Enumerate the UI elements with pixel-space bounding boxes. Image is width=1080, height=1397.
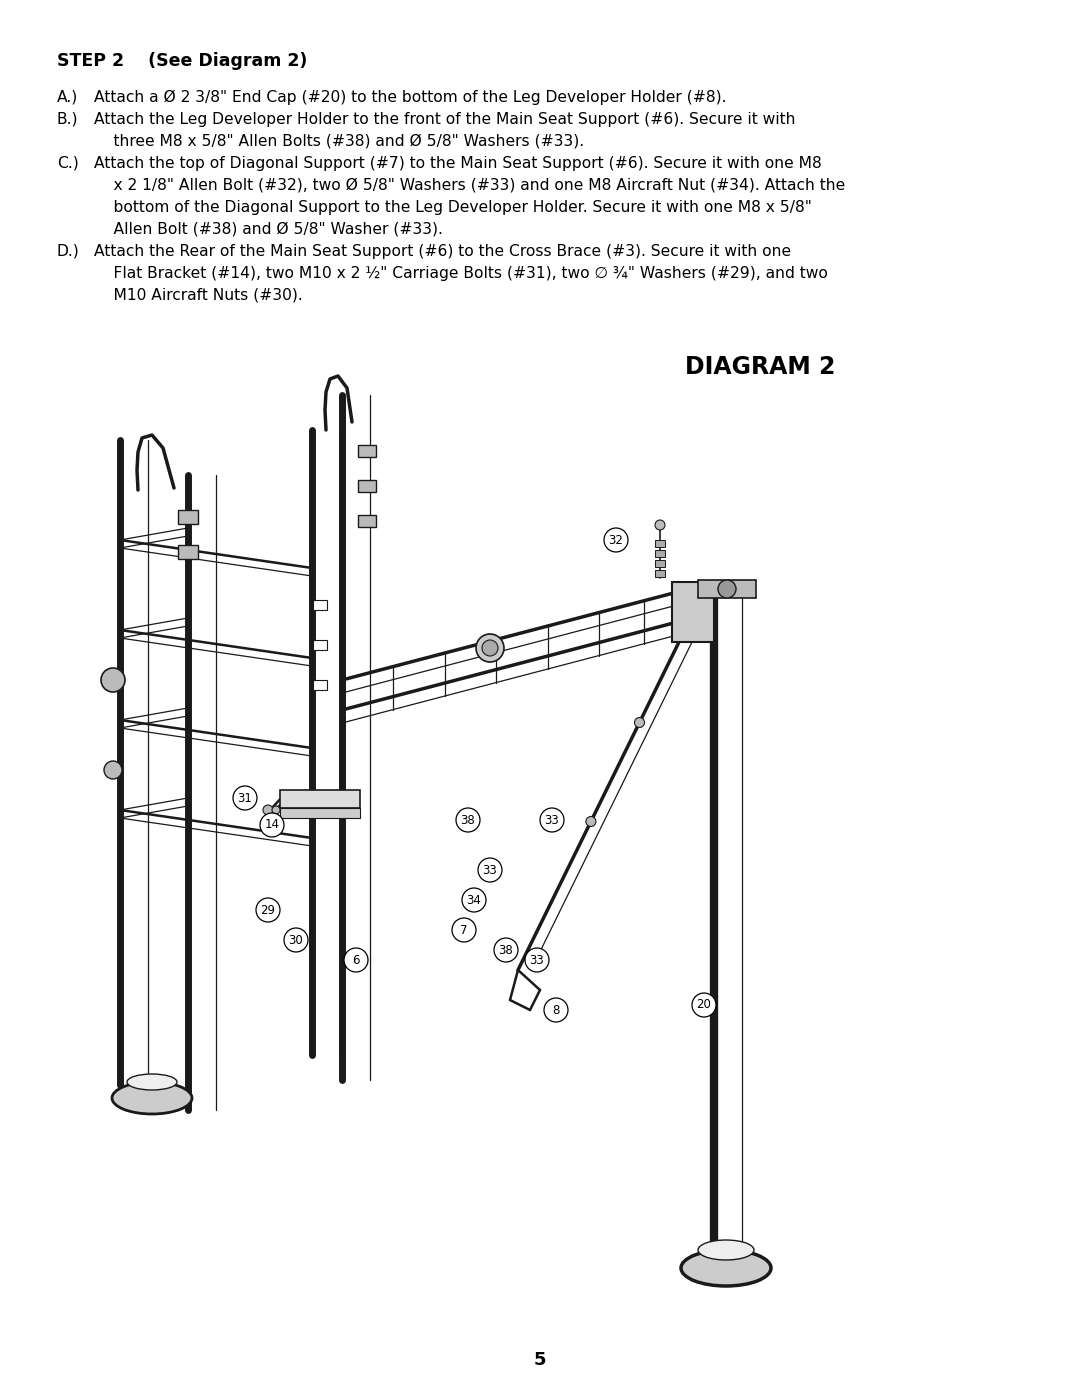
Bar <box>654 570 665 577</box>
Ellipse shape <box>127 1074 177 1090</box>
Circle shape <box>494 937 518 963</box>
Ellipse shape <box>698 1241 754 1260</box>
Text: 8: 8 <box>552 1003 559 1017</box>
Text: 33: 33 <box>483 863 498 876</box>
Text: Attach the top of Diagonal Support (#7) to the Main Seat Support (#6). Secure it: Attach the top of Diagonal Support (#7) … <box>94 156 822 170</box>
Bar <box>178 510 198 524</box>
Text: 14: 14 <box>265 819 280 831</box>
Text: M10 Aircraft Nuts (#30).: M10 Aircraft Nuts (#30). <box>94 288 302 303</box>
Bar <box>313 599 327 610</box>
Circle shape <box>544 997 568 1023</box>
Bar <box>654 550 665 557</box>
Text: three M8 x 5/8" Allen Bolts (#38) and Ø 5/8" Washers (#33).: three M8 x 5/8" Allen Bolts (#38) and Ø … <box>94 134 584 149</box>
Text: DIAGRAM 2: DIAGRAM 2 <box>685 355 835 379</box>
Text: 33: 33 <box>529 954 544 967</box>
Bar <box>357 515 376 527</box>
Bar <box>698 580 756 598</box>
Text: Flat Bracket (#14), two M10 x 2 ½" Carriage Bolts (#31), two ∅ ¾" Washers (#29),: Flat Bracket (#14), two M10 x 2 ½" Carri… <box>94 265 828 281</box>
Circle shape <box>264 805 273 814</box>
Circle shape <box>462 888 486 912</box>
Text: 31: 31 <box>238 792 253 805</box>
Circle shape <box>654 520 665 529</box>
Text: Attach a Ø 2 3/8" End Cap (#20) to the bottom of the Leg Developer Holder (#8).: Attach a Ø 2 3/8" End Cap (#20) to the b… <box>94 89 727 105</box>
Bar <box>672 583 714 643</box>
Circle shape <box>260 813 284 837</box>
Bar <box>178 545 198 559</box>
Text: 32: 32 <box>608 534 623 546</box>
Circle shape <box>453 918 476 942</box>
Bar <box>357 446 376 457</box>
Circle shape <box>540 807 564 833</box>
Circle shape <box>284 928 308 951</box>
Text: 30: 30 <box>288 933 303 947</box>
Bar <box>280 789 360 807</box>
Circle shape <box>718 580 735 598</box>
Text: bottom of the Diagonal Support to the Leg Developer Holder. Secure it with one M: bottom of the Diagonal Support to the Le… <box>94 200 812 215</box>
Bar <box>357 481 376 492</box>
Circle shape <box>104 761 122 780</box>
Text: 7: 7 <box>460 923 468 936</box>
Text: x 2 1/8" Allen Bolt (#32), two Ø 5/8" Washers (#33) and one M8 Aircraft Nut (#34: x 2 1/8" Allen Bolt (#32), two Ø 5/8" Wa… <box>94 177 846 193</box>
Text: 29: 29 <box>260 904 275 916</box>
Text: 20: 20 <box>697 999 712 1011</box>
Bar <box>313 680 327 690</box>
Circle shape <box>585 816 596 827</box>
Circle shape <box>635 718 645 728</box>
Circle shape <box>456 807 480 833</box>
Bar <box>280 807 360 819</box>
Circle shape <box>256 898 280 922</box>
Text: B.): B.) <box>57 112 79 127</box>
Text: 38: 38 <box>461 813 475 827</box>
Text: 38: 38 <box>499 943 513 957</box>
Text: D.): D.) <box>57 244 80 258</box>
Ellipse shape <box>112 1083 192 1113</box>
Text: 6: 6 <box>352 954 360 967</box>
Circle shape <box>345 949 368 972</box>
Circle shape <box>272 806 280 814</box>
Bar <box>654 541 665 548</box>
Ellipse shape <box>681 1250 771 1287</box>
Text: C.): C.) <box>57 156 79 170</box>
Circle shape <box>478 858 502 882</box>
Circle shape <box>604 528 627 552</box>
Bar <box>654 560 665 567</box>
Circle shape <box>102 668 125 692</box>
Text: STEP 2    (See Diagram 2): STEP 2 (See Diagram 2) <box>57 52 308 70</box>
Text: Attach the Leg Developer Holder to the front of the Main Seat Support (#6). Secu: Attach the Leg Developer Holder to the f… <box>94 112 796 127</box>
Circle shape <box>482 640 498 657</box>
Circle shape <box>476 634 504 662</box>
Text: Attach the Rear of the Main Seat Support (#6) to the Cross Brace (#3). Secure it: Attach the Rear of the Main Seat Support… <box>94 244 792 258</box>
Text: A.): A.) <box>57 89 78 105</box>
Bar <box>313 640 327 650</box>
Circle shape <box>233 787 257 810</box>
Text: 34: 34 <box>467 894 482 907</box>
Text: Allen Bolt (#38) and Ø 5/8" Washer (#33).: Allen Bolt (#38) and Ø 5/8" Washer (#33)… <box>94 222 443 237</box>
Circle shape <box>525 949 549 972</box>
Circle shape <box>692 993 716 1017</box>
Text: 33: 33 <box>544 813 559 827</box>
Text: 5: 5 <box>534 1351 546 1369</box>
